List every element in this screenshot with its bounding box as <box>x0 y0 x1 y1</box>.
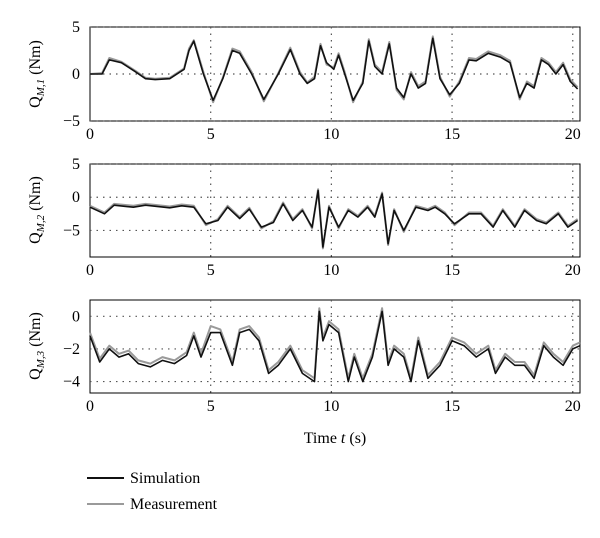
plot-frame <box>89 163 581 258</box>
ticks: 0 5 10 15 20 5 0 −5 <box>63 19 581 143</box>
panel-qm1: 0 5 10 15 20 5 0 −5 QM,1 (Nm) <box>27 19 581 143</box>
ticks: 0 5 10 15 20 0 −2 −4 <box>63 308 581 415</box>
legend: Simulation Measurement <box>87 470 218 513</box>
y-axis-label-sub: M,1 <box>35 79 47 97</box>
y-axis-label: QM,2 (Nm) <box>27 176 47 244</box>
y-axis-label: QM,1 (Nm) <box>27 40 47 108</box>
grid <box>90 163 580 257</box>
series-simulation-line <box>90 37 579 102</box>
x-axis-label: Time t (s) <box>304 430 367 447</box>
y-tick-label: 0 <box>72 189 80 206</box>
series-measurement-line <box>89 307 581 380</box>
x-tick-label: 5 <box>207 126 215 143</box>
y-tick-label: −5 <box>63 113 80 130</box>
y-axis-label-main: Q <box>27 96 44 108</box>
x-axis-label-unit: (s) <box>345 430 366 447</box>
x-tick-label: 0 <box>86 398 94 415</box>
legend-item-measurement: Measurement <box>87 496 218 513</box>
y-axis-label-main: Q <box>27 368 44 380</box>
y-tick-label: 5 <box>72 156 80 173</box>
x-tick-label: 20 <box>565 126 581 143</box>
x-tick-label: 15 <box>444 126 460 143</box>
legend-item-simulation: Simulation <box>87 470 200 487</box>
y-tick-label: −5 <box>63 222 80 239</box>
plot-frame <box>89 299 581 394</box>
x-tick-label: 15 <box>444 398 460 415</box>
y-tick-label: 0 <box>72 66 80 83</box>
series-group <box>89 35 579 104</box>
x-tick-label: 5 <box>207 262 215 279</box>
y-tick-label: −4 <box>63 374 80 391</box>
y-tick-label: 0 <box>72 308 80 325</box>
series-group <box>89 188 579 250</box>
y-axis-label-main: Q <box>27 232 44 244</box>
series-simulation-line <box>89 310 581 383</box>
y-axis-label-sub: M,2 <box>35 214 47 233</box>
y-axis-label-unit: (Nm) <box>27 176 44 215</box>
y-tick-label: −2 <box>63 341 80 358</box>
series-simulation-line <box>89 189 579 248</box>
y-axis-label: QM,3 (Nm) <box>27 312 47 380</box>
x-tick-label: 15 <box>444 262 460 279</box>
y-axis-label-unit: (Nm) <box>27 312 44 351</box>
x-tick-label: 20 <box>565 398 581 415</box>
x-tick-label: 0 <box>86 126 94 143</box>
y-axis-label-sub: M,3 <box>35 350 47 369</box>
x-tick-label: 0 <box>86 262 94 279</box>
x-tick-label: 10 <box>323 126 339 143</box>
x-tick-label: 20 <box>565 262 581 279</box>
x-axis-label-var: t <box>341 430 346 447</box>
y-axis-label-unit: (Nm) <box>27 40 44 79</box>
grid <box>90 26 580 122</box>
grid <box>90 300 580 393</box>
ticks: 0 5 10 15 20 5 0 −5 <box>63 156 581 279</box>
x-tick-label: 10 <box>323 262 339 279</box>
series-group <box>89 307 581 383</box>
x-tick-label: 5 <box>207 398 215 415</box>
legend-label-simulation: Simulation <box>130 470 200 487</box>
legend-label-measurement: Measurement <box>130 496 218 513</box>
y-tick-label: 5 <box>72 19 80 36</box>
panel-qm3: 0 5 10 15 20 0 −2 −4 QM,3 (Nm) <box>27 299 581 415</box>
x-axis-label-main: Time <box>304 430 341 447</box>
panel-qm2: 0 5 10 15 20 5 0 −5 QM,2 (Nm) <box>27 156 581 279</box>
x-tick-label: 10 <box>323 398 339 415</box>
